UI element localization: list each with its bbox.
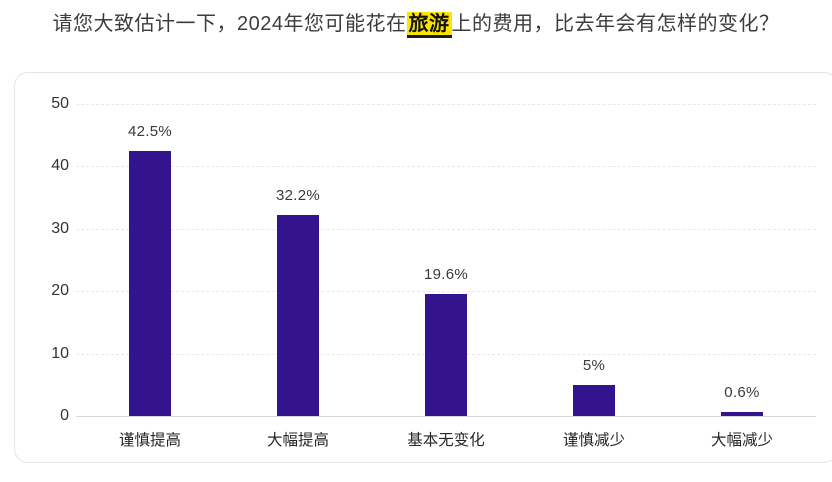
x-axis-category-label: 大幅减少 bbox=[710, 432, 773, 449]
question-title: 请您大致估计一下，2024年您可能花在 旅游 上的费用，比去年会有怎样的变化？ bbox=[0, 9, 832, 39]
plot-area: 0 10 20 30 40 50 42.5% 谨慎提高 32.2% 大幅提高 19.6% 基本无变化 5… bbox=[15, 73, 832, 462]
y-axis-tick-label: 50 bbox=[51, 95, 69, 112]
y-axis-tick-label: 30 bbox=[51, 219, 69, 237]
y-axis-tick-label: 20 bbox=[51, 282, 69, 300]
gridline bbox=[76, 166, 816, 168]
bar-value-label: 5% bbox=[582, 356, 606, 374]
bar bbox=[573, 384, 615, 416]
gridline bbox=[76, 228, 816, 230]
x-axis-line bbox=[76, 416, 816, 417]
gridline bbox=[76, 291, 816, 293]
x-axis-category-label: 谨慎提高 bbox=[118, 432, 181, 449]
x-axis-category-label: 谨慎减少 bbox=[562, 432, 625, 449]
bar bbox=[277, 215, 319, 416]
bar bbox=[129, 150, 171, 416]
question-title-suffix: 上的费用，比去年会有怎样的变化？ bbox=[451, 13, 780, 35]
y-axis-tick-label: 0 bbox=[60, 407, 69, 424]
bar bbox=[425, 293, 467, 416]
question-title-prefix: 请您大致估计一下，2024年您可能花在 bbox=[52, 13, 407, 35]
bar-value-label: 19.6% bbox=[423, 265, 469, 283]
bar-value-label: 32.2% bbox=[275, 187, 321, 205]
y-axis-tick-label: 40 bbox=[51, 157, 69, 175]
bar-value-label: 0.6% bbox=[724, 384, 760, 402]
y-axis-tick-label: 10 bbox=[51, 344, 69, 362]
gridline bbox=[76, 104, 816, 105]
question-title-highlight: 旅游 bbox=[406, 12, 452, 38]
bar-value-label: 42.5% bbox=[127, 122, 173, 140]
x-axis-category-label: 基本无变化 bbox=[407, 432, 485, 449]
bar bbox=[721, 412, 763, 416]
x-axis-category-label: 大幅提高 bbox=[266, 432, 329, 449]
chart-card: 0 10 20 30 40 50 42.5% 谨慎提高 32.2% 大幅提高 19.6% 基本无变化 5… bbox=[14, 72, 832, 463]
